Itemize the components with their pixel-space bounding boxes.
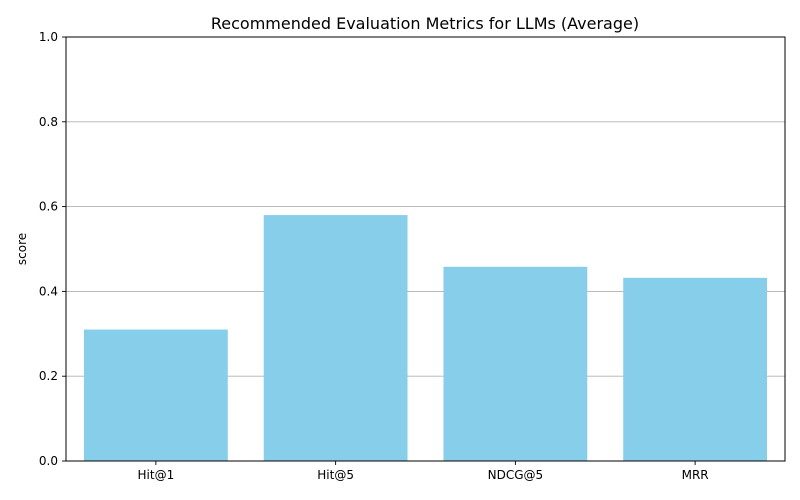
y-axis-title: score (15, 233, 29, 265)
y-tick-label: 0.4 (39, 284, 58, 298)
x-tick-label: Hit@5 (317, 468, 354, 482)
bar-hit-5 (263, 215, 408, 461)
y-tick-label: 0.0 (39, 454, 58, 468)
chart-title: Recommended Evaluation Metrics for LLMs … (211, 14, 639, 33)
x-tick-label: NDCG@5 (488, 468, 544, 482)
bar-ndcg-5 (443, 266, 588, 461)
y-tick-label: 0.6 (39, 200, 58, 214)
x-tick-label: MRR (682, 468, 709, 482)
plot-frame (65, 36, 786, 462)
axes (62, 36, 786, 465)
y-tick-label: 0.8 (39, 115, 58, 129)
x-tick-label: Hit@1 (138, 468, 175, 482)
bar-hit-1 (83, 329, 228, 461)
y-tick-label: 1.0 (39, 30, 58, 44)
bars (83, 215, 768, 461)
tick-labels: 0.0 0.2 0.4 0.6 0.8 1.0 Hit@1 Hit@5 NDCG@5 MRR (39, 30, 709, 482)
y-tick-label: 0.2 (39, 369, 58, 383)
bar-mrr (623, 277, 768, 461)
